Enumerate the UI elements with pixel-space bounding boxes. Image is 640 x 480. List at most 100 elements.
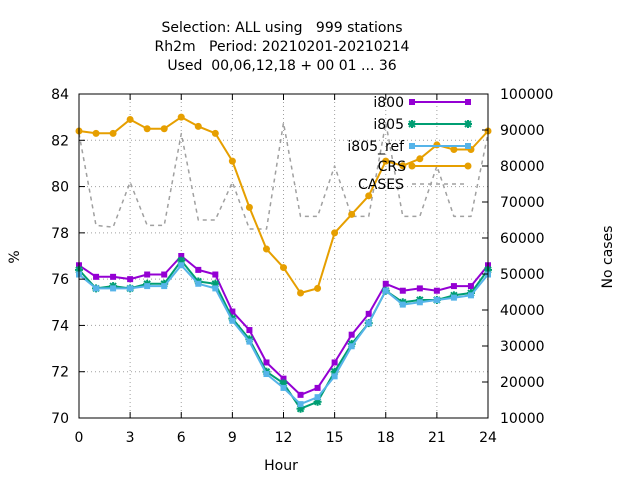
humidity-series-layer — [75, 113, 492, 413]
data-point-i805-ref — [365, 320, 372, 327]
data-point-i805-ref — [110, 285, 117, 292]
y2-tick-label: 10000 — [500, 411, 545, 427]
data-point-i805-ref — [416, 299, 423, 306]
data-point-i805-ref — [450, 294, 457, 301]
legend-marker-i800 — [465, 99, 471, 105]
data-point-crs — [450, 146, 458, 154]
chart-title: Selection: ALL using 999 stations Rh2m P… — [155, 20, 410, 74]
y2-tick-label: 60000 — [500, 231, 545, 247]
data-point-crs — [399, 162, 407, 170]
data-point-i800 — [161, 271, 168, 278]
legend-label-i805-ref: i805_ref — [347, 139, 405, 155]
data-point-crs — [126, 115, 134, 123]
data-point-i805-ref — [161, 283, 168, 290]
data-point-i805-core — [315, 399, 320, 404]
legend-marker-i805-core — [466, 122, 470, 126]
y-tick-label: 76 — [51, 272, 69, 288]
x-axis-label: Hour — [264, 458, 298, 474]
data-point-i805-ref — [297, 401, 304, 408]
data-point-i805-ref — [212, 285, 219, 292]
legend-label-crs: CRS — [378, 159, 407, 175]
data-point-crs — [245, 203, 253, 211]
legend-label-i805: i805 — [373, 117, 404, 133]
data-point-i805-core — [179, 258, 184, 263]
legend-marker-i805-ref — [465, 143, 471, 149]
data-point-crs — [211, 129, 219, 137]
data-point-crs — [228, 157, 236, 165]
data-point-i805-ref — [246, 338, 253, 345]
x-tick-label: 24 — [479, 430, 497, 446]
data-point-i805-ref — [467, 292, 474, 299]
data-point-i805-ref — [314, 394, 321, 401]
y2-tick-label: 80000 — [500, 159, 545, 175]
data-point-i800 — [93, 273, 100, 280]
data-point-i800 — [144, 271, 151, 278]
data-point-i800 — [348, 331, 355, 338]
grid — [79, 94, 488, 418]
y-tick-label: 74 — [51, 318, 69, 334]
data-point-i800 — [297, 391, 304, 398]
data-point-i800 — [246, 327, 253, 334]
data-point-crs — [92, 129, 100, 137]
data-point-crs — [177, 113, 185, 121]
data-point-i805-ref — [382, 287, 389, 294]
data-point-i800 — [178, 253, 185, 259]
data-point-i800 — [416, 285, 423, 292]
data-point-i800 — [195, 266, 202, 273]
legend-marker-i805-ref — [409, 143, 415, 149]
x-tick-label: 12 — [275, 430, 293, 446]
data-point-i805-ref — [280, 384, 287, 391]
data-point-i800 — [331, 359, 338, 366]
data-point-i805-ref — [144, 283, 151, 290]
legend-label-cases: CASES — [358, 177, 404, 193]
data-point-crs — [194, 122, 202, 130]
data-point-crs — [382, 157, 390, 165]
title-line-1: Selection: ALL using 999 stations — [161, 20, 402, 36]
data-point-i805-ref — [93, 285, 100, 292]
legend-marker-i805 — [464, 120, 472, 128]
title-line-3: Used 00,06,12,18 + 00 01 ... 36 — [167, 58, 396, 74]
data-point-i805-ref — [331, 373, 338, 380]
data-point-i800 — [399, 287, 406, 294]
legend-marker-i805 — [408, 120, 416, 128]
data-point-i800 — [280, 375, 287, 382]
data-point-i800 — [467, 283, 474, 290]
y-tick-label: 80 — [51, 180, 69, 196]
y2-tick-label: 50000 — [500, 267, 545, 283]
data-point-crs — [109, 129, 117, 137]
tick-labels: 0 3 6 9 12 15 18 21 24 70 72 74 76 78 80 82 84 10000 20000… — [51, 87, 553, 446]
data-point-i805-ref — [399, 301, 406, 308]
x-tick-label: 18 — [377, 430, 395, 446]
data-point-i805-ref — [127, 285, 134, 292]
data-point-i805-core — [213, 281, 218, 286]
data-point-i805-ref — [178, 262, 185, 269]
y-axis-label: % — [7, 250, 23, 263]
data-point-crs — [314, 284, 322, 292]
x-tick-label: 15 — [326, 430, 344, 446]
data-point-crs — [297, 289, 305, 297]
data-point-i800 — [263, 359, 270, 366]
data-point-crs — [280, 264, 287, 272]
x-tick-label: 21 — [428, 430, 446, 446]
legend-marker-crs — [408, 162, 416, 170]
data-point-i805-ref — [195, 280, 202, 287]
data-point-i800 — [212, 271, 219, 278]
x-tick-label: 3 — [126, 430, 135, 446]
x-tick-label: 0 — [75, 430, 84, 446]
data-point-crs — [331, 229, 339, 237]
data-point-i800 — [127, 276, 134, 283]
data-point-crs — [160, 125, 168, 133]
y2-tick-label: 90000 — [500, 123, 545, 139]
y2-tick-label: 40000 — [500, 303, 545, 319]
data-point-i805-ref — [229, 317, 236, 324]
x-tick-label: 9 — [228, 430, 237, 446]
y2-axis-label: No cases — [600, 226, 616, 289]
data-point-crs — [365, 192, 373, 200]
data-point-i805-ref — [433, 296, 440, 303]
y2-tick-label: 70000 — [500, 195, 545, 211]
data-point-i800 — [365, 310, 372, 317]
data-point-crs — [143, 125, 151, 133]
legend-marker-i805-core — [410, 122, 414, 126]
data-point-i800 — [314, 384, 321, 391]
